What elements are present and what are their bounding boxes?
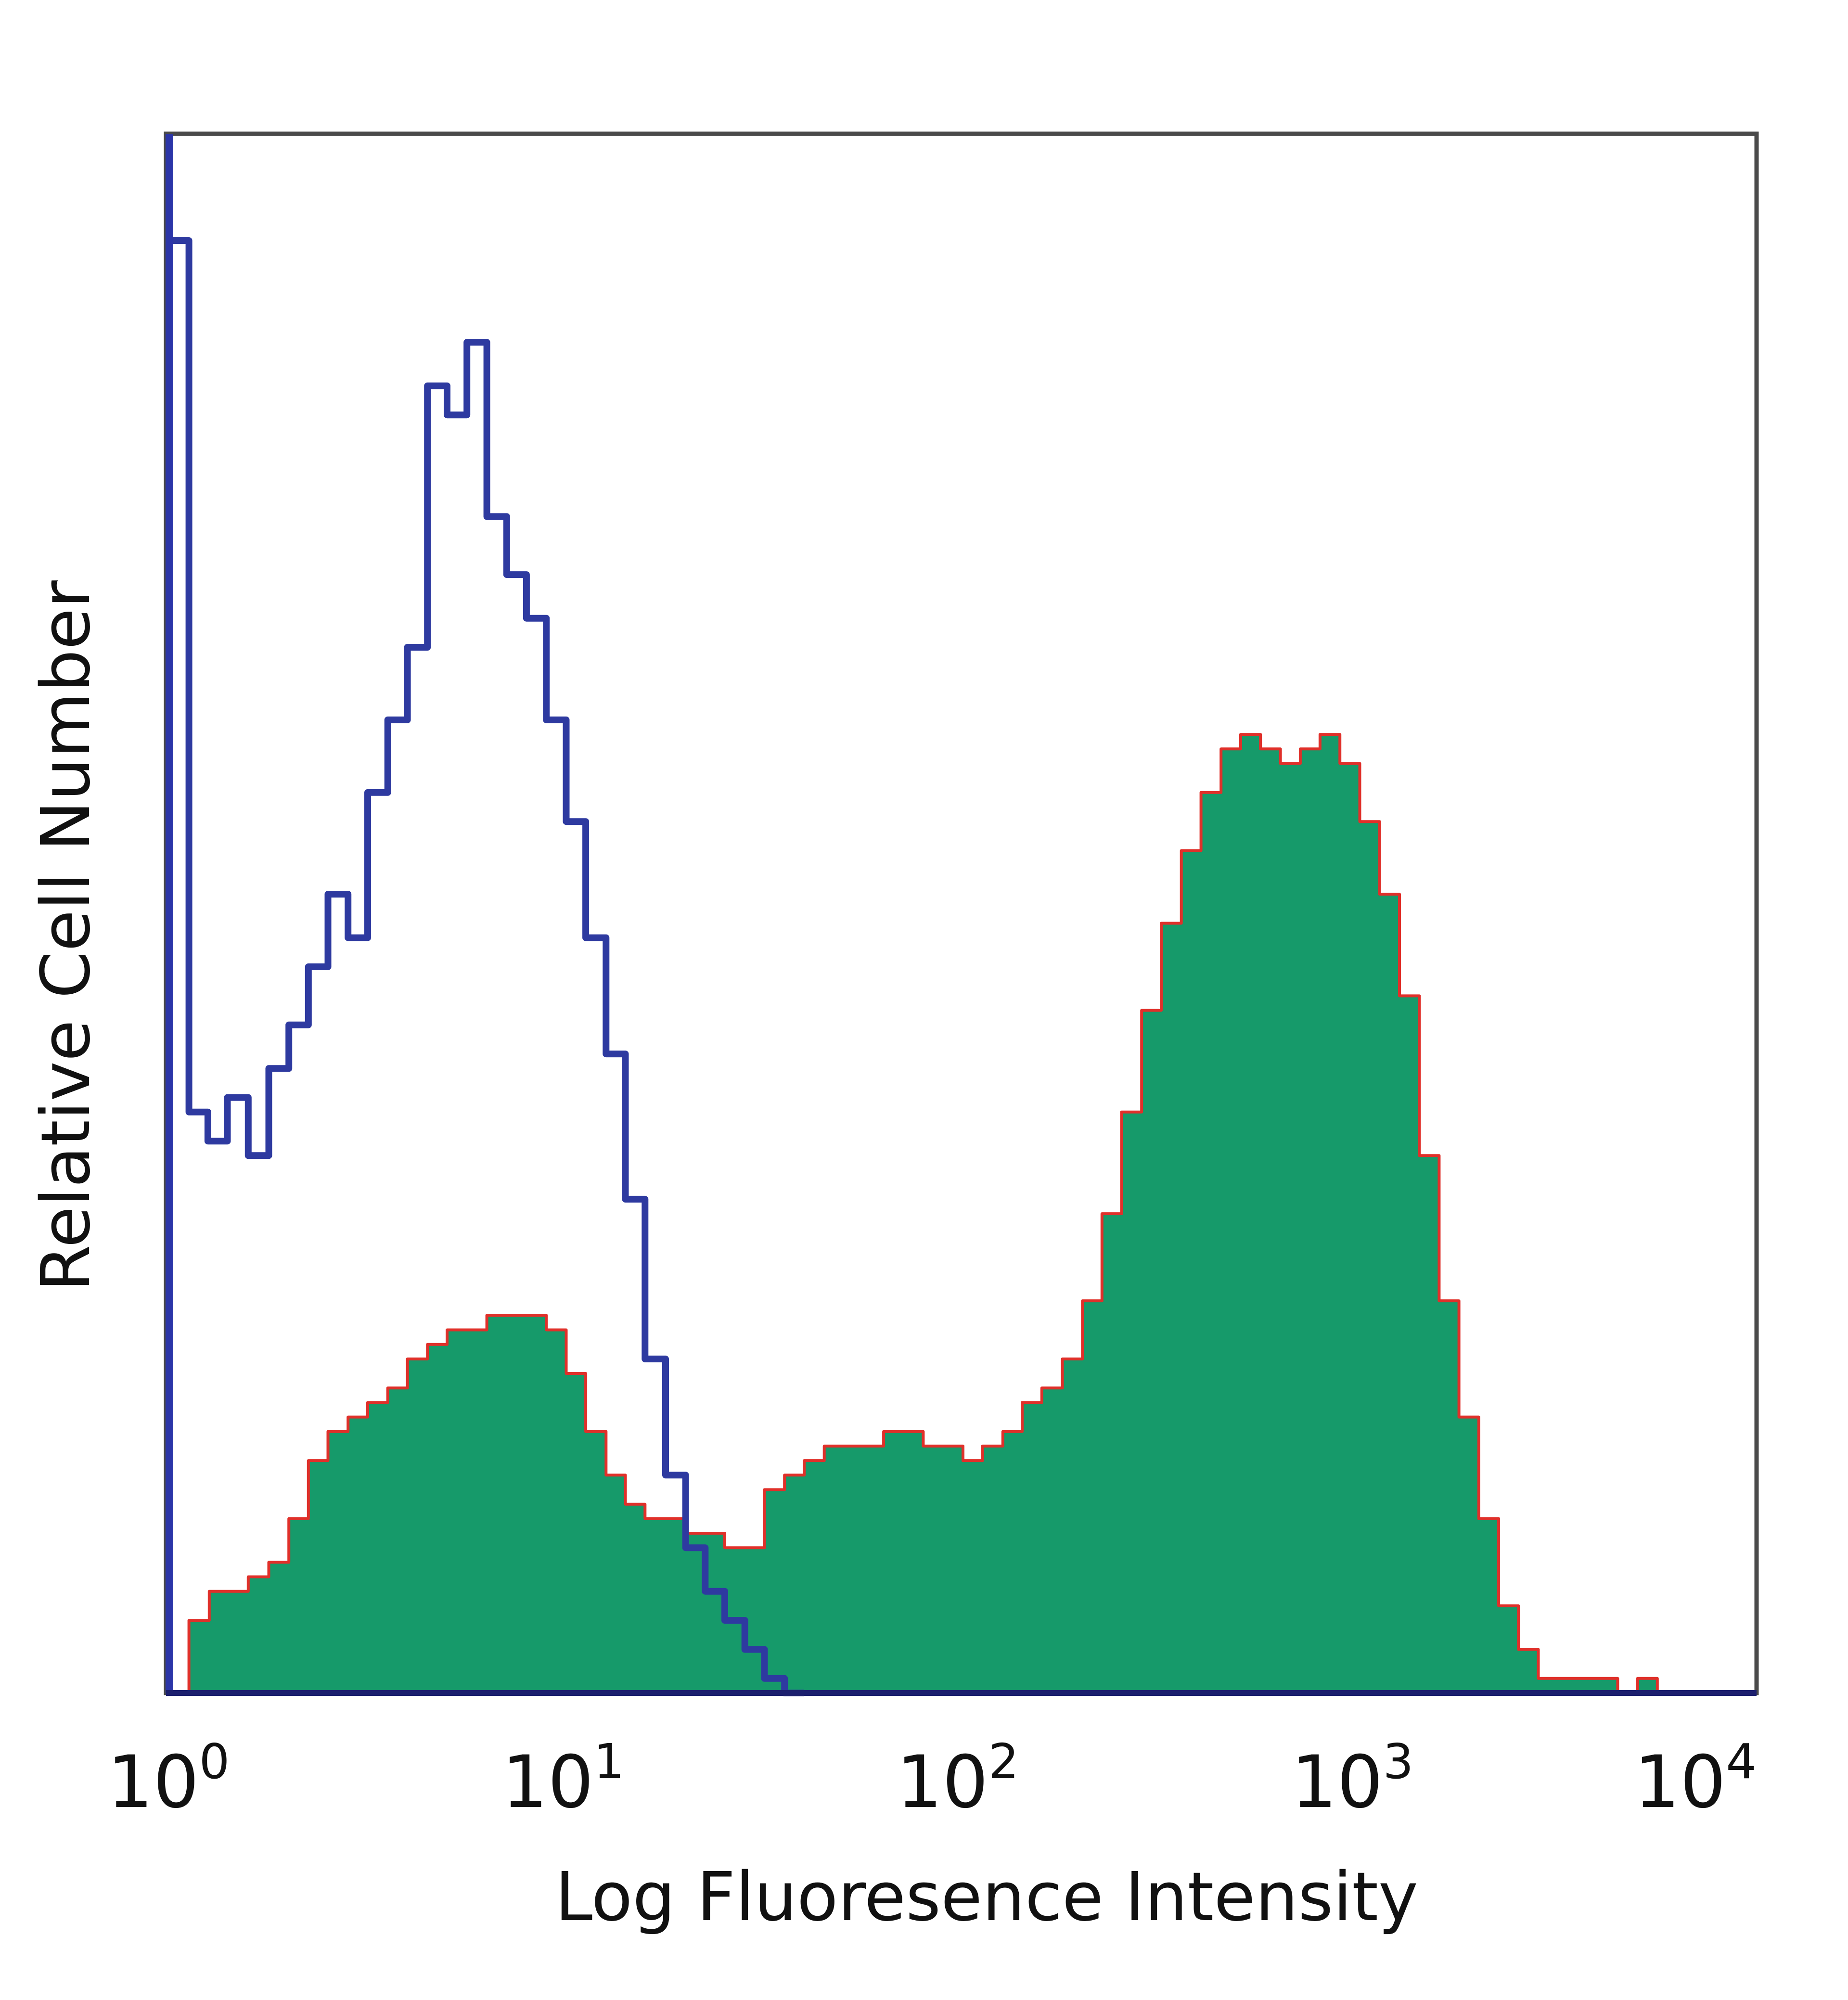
series-layer	[169, 237, 1687, 1696]
x-tick-label-base: 10	[502, 1741, 594, 1824]
x-tick-label: 102	[897, 1733, 1019, 1824]
stained-histogram-fill	[169, 734, 1687, 1693]
x-tick-label-exponent: 1	[594, 1733, 625, 1790]
x-tick-label-exponent: 2	[988, 1733, 1019, 1790]
stained-histogram-outline	[169, 733, 1687, 1694]
x-tick-label-base: 10	[107, 1741, 199, 1824]
x-tick-label-exponent: 3	[1383, 1733, 1414, 1790]
x-tick-label-exponent: 4	[1726, 1733, 1757, 1790]
x-tick-labels: 100 101 102 103 104	[107, 1733, 1757, 1824]
x-tick-label-base: 10	[897, 1741, 988, 1824]
x-tick-label: 100	[107, 1733, 230, 1824]
x-tick-label-base: 10	[1634, 1741, 1726, 1824]
y-axis-title: Relative Cell Number	[27, 580, 105, 1292]
x-tick-label: 104	[1634, 1733, 1757, 1824]
x-axis-title: Log Fluoresence Intensity	[555, 1858, 1418, 1936]
x-tick-label-base: 10	[1291, 1741, 1383, 1824]
isotype-histogram-line	[169, 237, 805, 1696]
x-tick-label: 101	[502, 1733, 625, 1824]
x-tick-label: 103	[1291, 1733, 1414, 1824]
x-tick-label-exponent: 0	[199, 1733, 230, 1790]
